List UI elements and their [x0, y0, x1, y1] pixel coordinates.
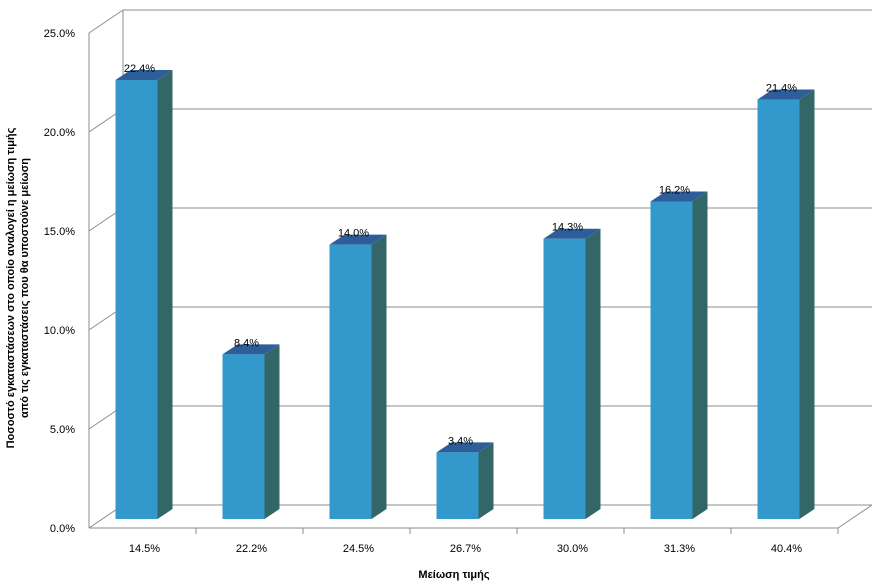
y-axis-title-line-1: Ποσοστό εγκαταστάσεων στο οποίο αναλογεί… — [5, 127, 17, 448]
y-axis-title-line-2: από τις εγκαταστάσεις που θα υποστούνε μ… — [19, 158, 31, 418]
bar-top-face — [543, 228, 601, 239]
bars — [115, 69, 815, 520]
data-label: 21.4% — [766, 83, 797, 95]
y-tick-label: 0.0% — [50, 523, 75, 535]
x-tick-label: 24.5% — [343, 543, 374, 555]
bar-side-face — [264, 344, 280, 519]
bar-side-face — [371, 234, 387, 519]
data-labels: 22.4% 8.4% 14.0% 3.4% 14.3% 16.2% 21.4% — [124, 63, 797, 447]
bar-top-face — [222, 344, 280, 355]
y-tick-label: 20.0% — [44, 127, 75, 139]
bar-side-face — [478, 442, 494, 519]
bar-side-face — [157, 69, 173, 520]
data-label: 8.4% — [234, 337, 259, 349]
y-tick-label: 25.0% — [44, 28, 75, 40]
bar — [757, 99, 800, 519]
y-tick-labels: 0.0% 5.0% 10.0% 15.0% 20.0% 25.0% — [44, 28, 75, 535]
y-tick-label: 15.0% — [44, 226, 75, 238]
bar — [436, 452, 479, 519]
bar-side-face — [692, 191, 708, 520]
data-label: 16.2% — [659, 184, 690, 196]
bar-top-face — [650, 191, 708, 202]
y-tick-label: 5.0% — [50, 424, 75, 436]
x-tick-label: 31.3% — [664, 543, 695, 555]
bar-side-face — [799, 89, 815, 519]
x-tick-label: 26.7% — [450, 543, 481, 555]
y-axis-title: Ποσοστό εγκαταστάσεων στο οποίο αναλογεί… — [5, 127, 31, 448]
data-label: 14.3% — [552, 222, 583, 234]
gridline-depth — [88, 9, 124, 34]
y-tick-label: 10.0% — [44, 325, 75, 337]
bar-top-face — [329, 234, 387, 245]
bar-side-face — [585, 228, 601, 519]
data-label: 14.0% — [338, 228, 369, 240]
bar-top-face — [436, 442, 494, 453]
bar — [222, 354, 265, 519]
data-label: 22.4% — [124, 63, 155, 75]
x-tick-label: 40.4% — [771, 543, 802, 555]
x-tick-label: 22.2% — [236, 543, 267, 555]
bar — [650, 201, 693, 520]
x-axis-title: Μείωση τιμής — [418, 569, 489, 581]
bar-top-face — [757, 89, 815, 100]
x-tick-labels: 14.5% 22.2% 24.5% 26.7% 30.0% 31.3% 40.4% — [129, 543, 802, 555]
bar — [329, 244, 372, 519]
bar — [543, 238, 586, 519]
floor-right-edge — [837, 504, 873, 529]
bar-top-face — [115, 69, 173, 80]
x-tick-label: 30.0% — [557, 543, 588, 555]
bar — [115, 79, 158, 520]
data-label: 3.4% — [448, 435, 473, 447]
x-tick-label: 14.5% — [129, 543, 160, 555]
